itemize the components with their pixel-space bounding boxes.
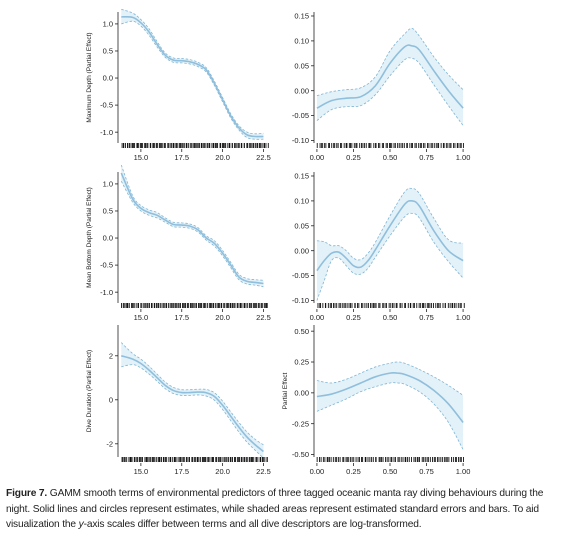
panel-dive-duration-moon: -0.50 -0.25 0.00 0.25 0.50 0.00 0.25 0.50 0.75 1.… bbox=[282, 325, 471, 476]
x-tick-label: 0.75 bbox=[419, 153, 434, 162]
panel-bottom-depth-temperature: -1.0 -0.5 0.0 0.5 1.0 15.0 17.5 20.0 22.5 Mean Bo… bbox=[86, 164, 271, 322]
upper-se-line bbox=[120, 342, 264, 446]
upper-se-line bbox=[121, 8, 264, 135]
x-tick-label: 17.5 bbox=[174, 153, 189, 162]
estimate-line bbox=[316, 44, 464, 109]
y-tick-label: -0.5 bbox=[100, 101, 113, 110]
y-tick-label: -0.10 bbox=[292, 136, 309, 145]
x-tick-label: 0.00 bbox=[310, 313, 325, 322]
lower-se-line bbox=[121, 364, 264, 459]
x-axis-label: Temperature (°C) bbox=[169, 477, 219, 478]
figure-caption: Figure 7. GAMM smooth terms of environme… bbox=[6, 486, 558, 533]
figure-label: Figure 7. bbox=[6, 488, 48, 499]
upper-se-line bbox=[316, 361, 464, 396]
x-tick-label: 22.5 bbox=[256, 153, 271, 162]
y-tick-label: 0.00 bbox=[294, 388, 309, 397]
y-tick-label: 0.15 bbox=[294, 12, 309, 21]
x-tick-label: 20.0 bbox=[215, 153, 230, 162]
x-tick-label: 20.0 bbox=[215, 467, 230, 476]
x-tick-label: 0.50 bbox=[383, 313, 398, 322]
panel-dive-duration-temperature: -2 0 2 15.0 17.5 20.0 22.5 Dive Duration (Parti… bbox=[86, 325, 271, 478]
x-tick-label: 0.50 bbox=[383, 153, 398, 162]
y-tick-label: 0.0 bbox=[103, 74, 113, 83]
y-tick-label: 0.05 bbox=[294, 61, 309, 70]
y-tick-label: -1.0 bbox=[100, 288, 113, 297]
confidence-band bbox=[121, 164, 264, 287]
y-tick-label: -0.05 bbox=[292, 111, 309, 120]
y-axis-label: Mean Bottom Depth (Partial Effect) bbox=[86, 187, 93, 288]
upper-se-line bbox=[316, 28, 464, 97]
y-tick-label: 0.00 bbox=[294, 246, 309, 255]
y-tick-label: -0.50 bbox=[292, 450, 309, 459]
lower-se-line bbox=[316, 212, 464, 301]
y-tick-label: 0.00 bbox=[294, 86, 309, 95]
x-tick-label: 15.0 bbox=[134, 153, 149, 162]
estimate-line bbox=[121, 16, 264, 138]
caption-text-2: -axis scales differ between terms and al… bbox=[83, 519, 422, 530]
lower-se-line bbox=[316, 57, 464, 126]
estimate-line bbox=[120, 172, 264, 285]
x-tick-label: 0.75 bbox=[419, 467, 434, 476]
y-tick-label: 0.5 bbox=[103, 207, 113, 216]
x-tick-label: 22.5 bbox=[256, 467, 271, 476]
y-tick-label: 0.25 bbox=[294, 358, 309, 367]
x-tick-label: 0.00 bbox=[310, 153, 325, 162]
x-tick-label: 0.75 bbox=[419, 313, 434, 322]
y-axis-label: Maximum Depth (Partial Effect) bbox=[86, 32, 93, 122]
y-tick-label: -0.5 bbox=[100, 261, 113, 270]
confidence-band bbox=[121, 9, 264, 140]
x-tick-label: 17.5 bbox=[174, 313, 189, 322]
x-tick-label: 1.00 bbox=[456, 313, 471, 322]
x-tick-label: 1.00 bbox=[456, 467, 471, 476]
x-tick-label: 0.50 bbox=[383, 467, 398, 476]
panel-max-depth-temperature: -1.0 -0.5 0.0 0.5 1.0 15.0 17.5 20.0 22.5 Maximum… bbox=[86, 8, 271, 162]
y-tick-label: 0.10 bbox=[294, 36, 309, 45]
estimate-line bbox=[316, 199, 464, 272]
x-tick-label: 0.00 bbox=[310, 467, 325, 476]
x-tick-label: 17.5 bbox=[174, 467, 189, 476]
y-tick-label: 0.05 bbox=[294, 221, 309, 230]
estimate-line bbox=[316, 371, 464, 423]
y-axis-label: Partial Effect bbox=[282, 372, 289, 409]
confidence-band bbox=[316, 362, 464, 450]
confidence-band bbox=[316, 188, 464, 301]
x-tick-label: 22.5 bbox=[256, 313, 271, 322]
x-tick-label: 15.0 bbox=[134, 467, 149, 476]
panel-bottom-depth-moon: -0.10 -0.05 0.00 0.05 0.10 0.15 0.00 0.25 0.50 0.… bbox=[292, 172, 470, 322]
lower-se-line bbox=[120, 181, 264, 288]
y-tick-label: -0.10 bbox=[292, 296, 309, 305]
gamm-figure: -1.0-0.50.00.51.015.0 17.5 20.0 22.5Maximum… bbox=[86, 8, 471, 478]
x-tick-label: 0.25 bbox=[346, 313, 361, 322]
y-tick-label: -0.05 bbox=[292, 271, 309, 280]
y-tick-label: 0 bbox=[109, 395, 113, 404]
estimate-line bbox=[121, 355, 264, 453]
y-axis-label: Dive Duration (Partial Effect) bbox=[86, 350, 93, 432]
y-tick-label: 0.10 bbox=[294, 196, 309, 205]
y-tick-label: 1.0 bbox=[103, 20, 113, 29]
y-tick-label: 1.0 bbox=[103, 180, 113, 189]
x-tick-label: 15.0 bbox=[134, 313, 149, 322]
lower-se-line bbox=[316, 382, 464, 450]
y-tick-label: 0.5 bbox=[103, 47, 113, 56]
x-tick-label: 0.25 bbox=[346, 467, 361, 476]
confidence-band bbox=[316, 28, 464, 126]
y-tick-label: 2 bbox=[109, 351, 113, 360]
lower-se-line bbox=[121, 20, 264, 140]
y-tick-label: 0.50 bbox=[294, 327, 309, 336]
y-tick-label: -2 bbox=[106, 439, 113, 448]
caption-emphasis: y bbox=[78, 519, 84, 530]
y-tick-label: 0.15 bbox=[294, 172, 309, 181]
panel-max-depth-moon: -0.10 -0.05 0.00 0.05 0.10 0.15 0.00 0.25 0.50 0.… bbox=[292, 12, 470, 162]
y-tick-label: -0.25 bbox=[292, 419, 309, 428]
y-tick-label: 0.0 bbox=[103, 234, 113, 243]
caption-text-1: GAMM smooth terms of environmental predi… bbox=[6, 488, 544, 530]
upper-se-line bbox=[316, 187, 464, 261]
x-tick-label: 0.25 bbox=[346, 153, 361, 162]
y-tick-label: -1.0 bbox=[100, 128, 113, 137]
x-tick-label: 1.00 bbox=[456, 153, 471, 162]
confidence-band bbox=[121, 342, 264, 459]
upper-se-line bbox=[120, 164, 264, 281]
x-tick-label: 20.0 bbox=[215, 313, 230, 322]
